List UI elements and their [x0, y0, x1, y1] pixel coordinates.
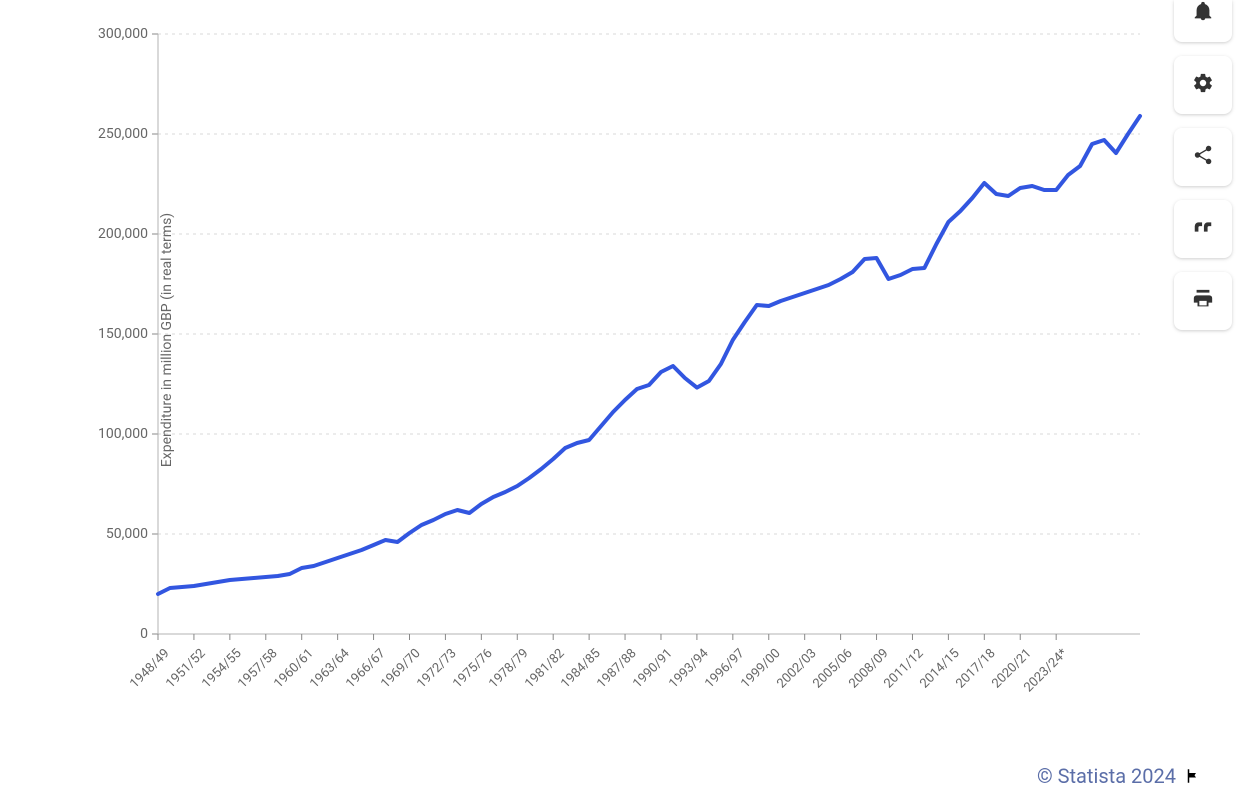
- print-button[interactable]: [1174, 272, 1232, 330]
- action-toolbar: [1174, 0, 1232, 330]
- cite-button[interactable]: [1174, 200, 1232, 258]
- y-tick-label: 100,000: [68, 426, 148, 442]
- flag-icon[interactable]: [1184, 767, 1202, 785]
- y-tick-label: 250,000: [68, 126, 148, 142]
- notifications-button[interactable]: [1174, 0, 1232, 42]
- y-axis-title: Expenditure in million GBP (in real term…: [159, 213, 175, 467]
- y-tick-label: 200,000: [68, 226, 148, 242]
- settings-button[interactable]: [1174, 56, 1232, 114]
- bell-icon: [1192, 0, 1214, 26]
- quote-icon: [1192, 216, 1214, 242]
- y-tick-label: 150,000: [68, 326, 148, 342]
- y-tick-label: 300,000: [68, 26, 148, 42]
- share-button[interactable]: [1174, 128, 1232, 186]
- attribution: © Statista 2024: [1037, 764, 1202, 788]
- print-icon: [1192, 288, 1214, 314]
- y-tick-label: 0: [68, 626, 148, 642]
- gear-icon: [1192, 72, 1214, 98]
- y-tick-label: 50,000: [68, 526, 148, 542]
- line-chart: Expenditure in million GBP (in real term…: [0, 0, 1160, 770]
- attribution-text: © Statista 2024: [1037, 764, 1176, 788]
- share-icon: [1192, 144, 1214, 170]
